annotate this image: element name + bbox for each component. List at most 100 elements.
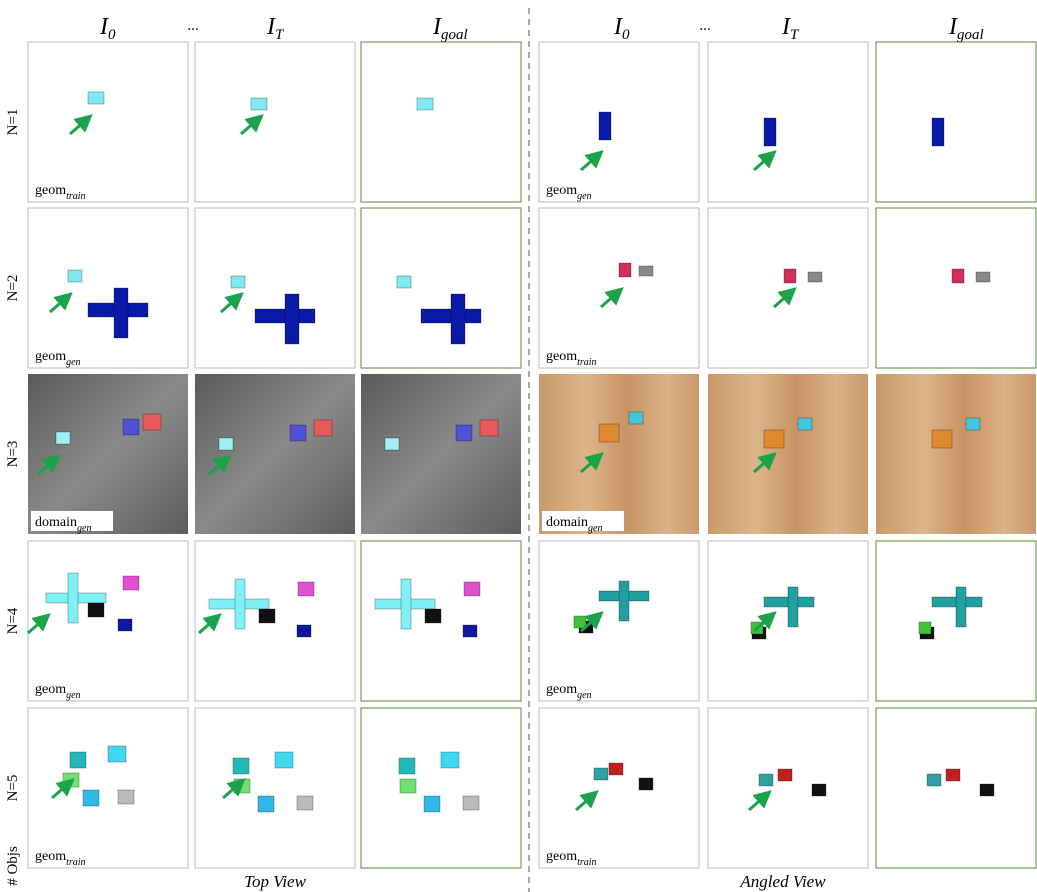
object (397, 276, 411, 288)
object (401, 579, 411, 629)
ellipsis: ... (187, 18, 198, 34)
object (480, 420, 498, 436)
object (456, 425, 472, 441)
object (219, 438, 233, 450)
object (123, 576, 139, 590)
object (88, 92, 104, 104)
panel-frame (195, 208, 355, 368)
panel (28, 541, 188, 701)
panel-frame (876, 708, 1036, 868)
object (956, 587, 966, 627)
object (599, 112, 611, 140)
column-header: I0 (613, 14, 630, 43)
panel-tag-sub: gen (588, 523, 602, 534)
object (798, 418, 812, 430)
panel-frame (708, 42, 868, 202)
object (385, 438, 399, 450)
object (118, 619, 132, 631)
panel (361, 541, 521, 701)
panel (361, 42, 521, 202)
column-header: Igoal (948, 14, 984, 43)
object (425, 609, 441, 623)
panel-tag-sub: gen (77, 523, 91, 534)
object (259, 609, 275, 623)
panel-frame (876, 42, 1036, 202)
column-header-sub: goal (957, 27, 984, 43)
object (314, 420, 332, 436)
column-header-sub: 0 (622, 27, 630, 43)
panel-frame (539, 374, 699, 534)
panel-frame (708, 374, 868, 534)
panel-frame (28, 541, 188, 701)
object (976, 272, 990, 282)
panel-tag-sub: train (66, 191, 85, 202)
object (764, 118, 776, 146)
panel (708, 541, 868, 701)
object (417, 98, 433, 110)
panel (539, 708, 699, 868)
panel (539, 541, 699, 701)
panel-tag-sub: gen (66, 357, 80, 368)
panel-tag-sub: gen (577, 690, 591, 701)
panel-tag-base: geom (546, 682, 577, 697)
panel-frame (195, 374, 355, 534)
panel (28, 42, 188, 202)
panel (708, 42, 868, 202)
object (400, 779, 416, 793)
object (231, 276, 245, 288)
panel-frame (539, 208, 699, 368)
row-label: N=3 (5, 441, 21, 468)
object (258, 796, 274, 812)
column-header-sub: goal (441, 27, 468, 43)
panel-frame (28, 42, 188, 202)
panel-tag-base: domain (35, 515, 77, 530)
object (56, 432, 70, 444)
object (399, 758, 415, 774)
panel-tag-sub: train (577, 857, 596, 868)
row-label: N=1 (5, 109, 21, 136)
panel (195, 541, 355, 701)
object (441, 752, 459, 768)
object (932, 118, 944, 146)
panel-tag-base: geom (35, 849, 66, 864)
object (118, 790, 134, 804)
object (297, 625, 311, 637)
panel (539, 208, 699, 368)
object (808, 272, 822, 282)
object (233, 758, 249, 774)
object (574, 616, 586, 628)
panel-frame (876, 208, 1036, 368)
panel-frame (708, 208, 868, 368)
panel-tag-sub: gen (66, 690, 80, 701)
panel-frame (28, 374, 188, 534)
object (108, 746, 126, 762)
object (764, 430, 784, 448)
panel-tag-base: geom (35, 682, 66, 697)
object (114, 288, 128, 338)
object (68, 270, 82, 282)
panel-frame (539, 42, 699, 202)
panel-frame (195, 708, 355, 868)
column-header: IT (781, 14, 800, 43)
panel (876, 374, 1036, 534)
object (919, 622, 931, 634)
object (68, 573, 78, 623)
panel (361, 208, 521, 368)
panel-frame (361, 708, 521, 868)
panel (539, 42, 699, 202)
panel (361, 374, 521, 534)
object (123, 419, 139, 435)
object (298, 582, 314, 596)
panel-frame (876, 374, 1036, 534)
object (927, 774, 941, 786)
panel-tag-sub: train (577, 357, 596, 368)
panel (876, 42, 1036, 202)
panel-frame (361, 208, 521, 368)
object (788, 587, 798, 627)
panel-tag-base: geom (546, 849, 577, 864)
panel-tag-base: geom (546, 183, 577, 198)
object (285, 294, 299, 344)
panel (876, 541, 1036, 701)
object (70, 752, 86, 768)
object (235, 579, 245, 629)
